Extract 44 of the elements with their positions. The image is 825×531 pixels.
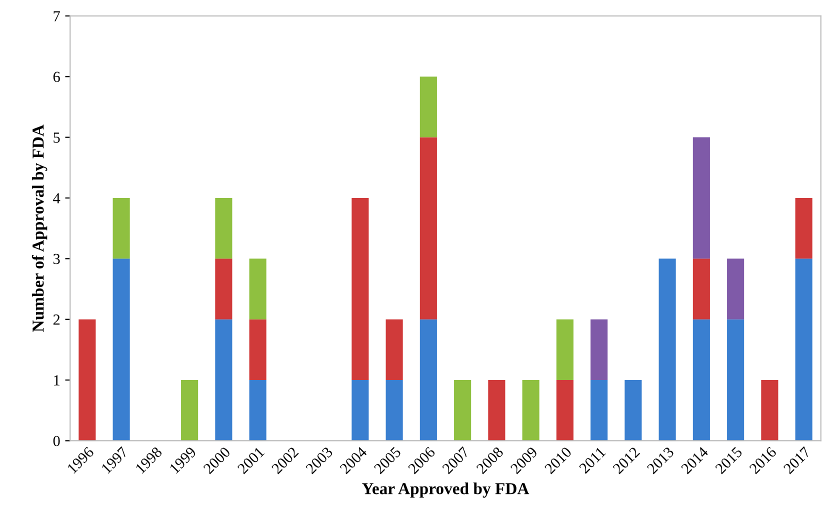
bar <box>727 258 744 320</box>
y-axis-title: Number of Approval by FDA <box>32 124 48 332</box>
bar <box>420 319 437 441</box>
y-tick-label: 6 <box>53 72 60 82</box>
bar <box>624 380 642 441</box>
bar <box>215 258 232 320</box>
bar <box>420 76 437 138</box>
bar <box>215 198 232 259</box>
bar <box>692 258 710 320</box>
bar <box>386 380 403 441</box>
bar <box>181 380 198 441</box>
y-tick-label: 4 <box>53 193 60 204</box>
y-tick-label: 1 <box>54 375 60 386</box>
bar <box>249 258 266 320</box>
bar <box>352 198 369 380</box>
bar <box>658 258 676 441</box>
bar <box>522 380 540 441</box>
bar <box>692 137 710 259</box>
x-axis-title: Year Approved by FDA <box>362 482 530 498</box>
bar <box>761 380 778 441</box>
bar <box>78 319 96 441</box>
bar <box>556 380 574 441</box>
bar <box>386 319 403 380</box>
bar <box>249 380 266 441</box>
y-tick-label: 0 <box>53 436 60 446</box>
bar <box>249 319 266 380</box>
bar <box>795 198 812 259</box>
bar <box>420 137 437 320</box>
y-tick-label: 5 <box>54 132 60 143</box>
bar <box>727 319 744 441</box>
bar <box>590 319 608 380</box>
bar <box>590 380 608 441</box>
bar <box>112 258 130 441</box>
bar <box>112 198 130 259</box>
bar <box>795 258 812 441</box>
y-tick-label: 2 <box>53 314 60 325</box>
y-tick-label: 3 <box>53 254 60 264</box>
bar <box>488 380 506 441</box>
bar <box>692 319 710 441</box>
y-tick-label: 7 <box>54 11 60 22</box>
bar <box>215 319 232 441</box>
bar <box>556 319 574 380</box>
bar <box>454 380 472 441</box>
bar <box>352 380 369 441</box>
